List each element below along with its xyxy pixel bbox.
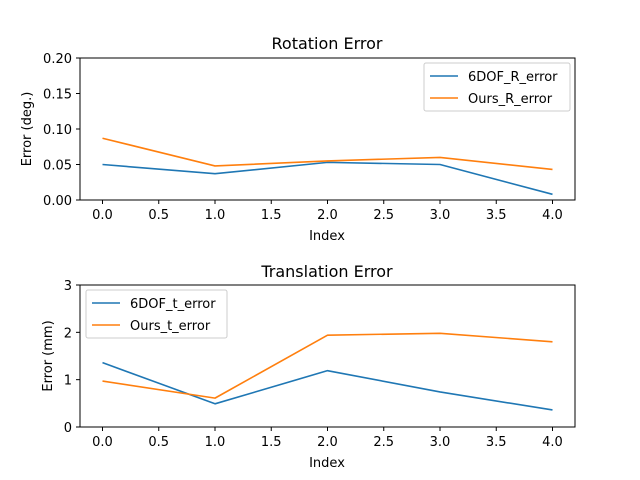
plot-lines	[102, 332, 553, 411]
chart-rotation-error: Rotation Error Index Error (deg.) 0.0 0.5…	[20, 34, 576, 244]
series-line	[102, 137, 553, 171]
series-line	[102, 332, 553, 399]
series-line	[102, 161, 553, 196]
x-tick-label: 4.0	[542, 208, 563, 223]
legend-box	[85, 289, 228, 339]
x-tick-label: 2.5	[373, 435, 394, 450]
x-tick-label: 2.5	[373, 208, 394, 223]
legend: 6DOF_R_error Ours_R_error	[423, 62, 571, 112]
x-ticks: 0.0 0.5 1.0 1.5 2.0 2.5 3.0 3.5 4.0	[92, 427, 563, 450]
legend-label: Ours_R_error	[468, 92, 553, 107]
x-tick-label: 1.0	[205, 435, 226, 450]
x-tick-label: 0.0	[92, 435, 113, 450]
plot-frame	[79, 284, 576, 428]
y-axis-label: Error (deg.)	[20, 92, 35, 167]
x-tick-label: 2.0	[317, 435, 338, 450]
x-ticks: 0.0 0.5 1.0 1.5 2.0 2.5 3.0 3.5 4.0	[92, 200, 563, 223]
y-tick-label: 3	[64, 279, 72, 294]
y-tick-label: 0	[64, 421, 72, 436]
x-tick-label: 0.5	[148, 208, 169, 223]
x-tick-label: 3.5	[486, 208, 507, 223]
y-tick-label: 1	[64, 374, 72, 389]
plot-lines	[102, 137, 553, 196]
legend-label: Ours_t_error	[130, 319, 211, 334]
y-tick-label: 0.05	[43, 159, 72, 174]
x-axis-label: Index	[309, 456, 345, 471]
legend-box	[423, 62, 571, 112]
y-tick-label: 0.20	[43, 52, 72, 67]
chart-title: Rotation Error	[272, 34, 383, 53]
legend-label: 6DOF_t_error	[130, 297, 216, 312]
y-axis-label: Error (mm)	[41, 320, 56, 391]
plot-frame	[79, 57, 576, 201]
chart-title: Translation Error	[260, 262, 393, 281]
x-tick-label: 0.5	[148, 435, 169, 450]
y-tick-label: 0.00	[43, 194, 72, 209]
x-tick-label: 1.0	[205, 208, 226, 223]
x-tick-label: 3.0	[430, 208, 451, 223]
x-tick-label: 3.5	[486, 435, 507, 450]
series-line	[102, 361, 553, 411]
y-tick-label: 0.10	[43, 123, 72, 138]
chart-translation-error: Translation Error Index Error (mm) 0.0 0.…	[41, 262, 576, 471]
y-ticks: 0 1 2 3	[64, 279, 80, 436]
y-tick-label: 2	[64, 326, 72, 341]
y-ticks: 0.00 0.05 0.10 0.15 0.20	[43, 52, 80, 209]
x-axis-label: Index	[309, 229, 345, 244]
legend: 6DOF_t_error Ours_t_error	[85, 289, 228, 339]
x-tick-label: 1.5	[261, 435, 282, 450]
x-tick-label: 4.0	[542, 435, 563, 450]
y-tick-label: 0.15	[43, 88, 72, 103]
x-tick-label: 1.5	[261, 208, 282, 223]
legend-label: 6DOF_R_error	[468, 70, 558, 85]
x-tick-label: 2.0	[317, 208, 338, 223]
x-tick-label: 3.0	[430, 435, 451, 450]
x-tick-label: 0.0	[92, 208, 113, 223]
